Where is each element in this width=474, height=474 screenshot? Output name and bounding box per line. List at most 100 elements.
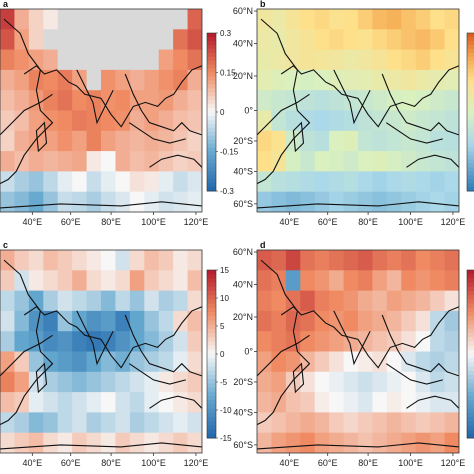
heatmap-cell (158, 171, 174, 193)
colorbar-segment (207, 127, 216, 133)
colorbar-frame (466, 32, 474, 192)
heatmap-cell (329, 392, 345, 413)
heatmap-cell (72, 90, 88, 112)
x-tick-label: 120°E (441, 217, 466, 227)
colorbar-frame (466, 269, 474, 439)
heatmap-cell (158, 130, 174, 152)
heatmap-cell (271, 392, 287, 413)
heatmap-cell (401, 110, 417, 132)
heatmap-cell (430, 171, 446, 193)
heatmap-cell (444, 290, 459, 312)
heatmap-cell (415, 250, 431, 271)
heatmap-cell (257, 250, 273, 271)
colorbar-segment (207, 345, 216, 351)
heatmap-cell (129, 412, 145, 434)
heatmap-cell (343, 49, 359, 71)
colorbar-segment (467, 362, 474, 368)
heatmap-cell (86, 171, 102, 193)
heatmap-cell (257, 290, 273, 312)
heatmap-cell (343, 69, 359, 91)
panel-a: a 40°E 60°E 80°E 100°E 120°E (0, 0, 208, 227)
heatmap-cell (101, 191, 117, 212)
colorbar-segment (207, 286, 216, 292)
heatmap-cell (101, 412, 117, 434)
coastline (76, 69, 114, 125)
colorbar-segment (467, 119, 474, 125)
colorbar-segment (467, 312, 474, 317)
heatmap-cell (386, 191, 402, 212)
heatmap-cell (14, 270, 30, 292)
colorbar-segment (467, 84, 474, 89)
x-tick-label: 60°E (61, 458, 81, 468)
colorbar-segment (207, 72, 216, 77)
colorbar-segment (467, 64, 474, 70)
panel-frame (0, 249, 203, 454)
heatmap-cell (314, 250, 330, 271)
heatmap-cell (329, 310, 345, 332)
colorbar-segment (207, 370, 216, 376)
heatmap-cell (0, 69, 16, 91)
heatmap-cell (129, 371, 145, 393)
heatmap-cell (257, 130, 273, 152)
heatmap-cell (401, 69, 417, 91)
heatmap-cell (386, 371, 402, 393)
y-tick-label: 60°N (233, 6, 253, 16)
colorbar-segment (467, 412, 474, 418)
colorbar-segment (207, 379, 216, 384)
heatmap-cell (57, 29, 73, 51)
heatmap-cell (28, 69, 44, 91)
colorbar-segment (467, 417, 474, 422)
heatmap-cell (271, 110, 287, 132)
heatmap-cell (271, 331, 287, 353)
heatmap-cell (28, 270, 44, 292)
heatmap-cell (86, 69, 102, 91)
heatmap-cell (173, 371, 189, 393)
heatmap-cell (314, 392, 330, 413)
heatmap-cell (173, 9, 189, 30)
heatmap-cell (173, 310, 189, 332)
heatmap-cell (158, 90, 174, 112)
heatmap-cell (401, 351, 417, 373)
heatmap-cell (343, 130, 359, 152)
heatmap-cell (329, 331, 345, 353)
heatmap-cell (144, 9, 160, 30)
heatmap-cell (57, 171, 73, 193)
heatmap-cell (129, 49, 145, 71)
heatmap-cell (415, 351, 431, 373)
heatmap-cell (28, 392, 44, 413)
heatmap-cell (430, 432, 446, 453)
heatmap-cell (43, 49, 59, 71)
heatmap-cell (285, 130, 301, 152)
heatmap-cell (72, 310, 88, 332)
heatmap-cell (57, 90, 73, 112)
y-tick-label: 0° (244, 106, 253, 116)
heatmap-cell (401, 250, 417, 271)
heatmap-cell (129, 9, 145, 30)
heatmap-cell (57, 290, 73, 312)
heatmap-cell (415, 151, 431, 172)
heatmap-cell (129, 250, 145, 271)
x-tick-label: 100°E (141, 217, 166, 227)
heatmap-cell (271, 90, 287, 112)
heatmap-cell (115, 270, 131, 292)
heatmap-cell (343, 250, 359, 271)
heatmap-cell (187, 331, 202, 353)
heatmap-cell (444, 130, 459, 152)
colorbar-segment (207, 68, 216, 73)
coastline (0, 93, 53, 136)
heatmap-cell (86, 290, 102, 312)
colorbar-segment (207, 417, 216, 422)
panel-frame (0, 8, 203, 213)
heatmap-cell (314, 49, 330, 71)
heatmap-cell (358, 151, 374, 172)
colorbar-segment (207, 312, 216, 317)
heatmap-cell (101, 331, 117, 353)
heatmap-cell (444, 310, 459, 332)
heatmap-cell (343, 310, 359, 332)
heatmap-cell (28, 290, 44, 312)
heatmap-cell (57, 412, 73, 434)
heatmap-cell (101, 110, 117, 132)
heatmap-cell (358, 250, 374, 271)
colorbar-segment (467, 341, 474, 347)
colorbar-segment (467, 135, 474, 141)
